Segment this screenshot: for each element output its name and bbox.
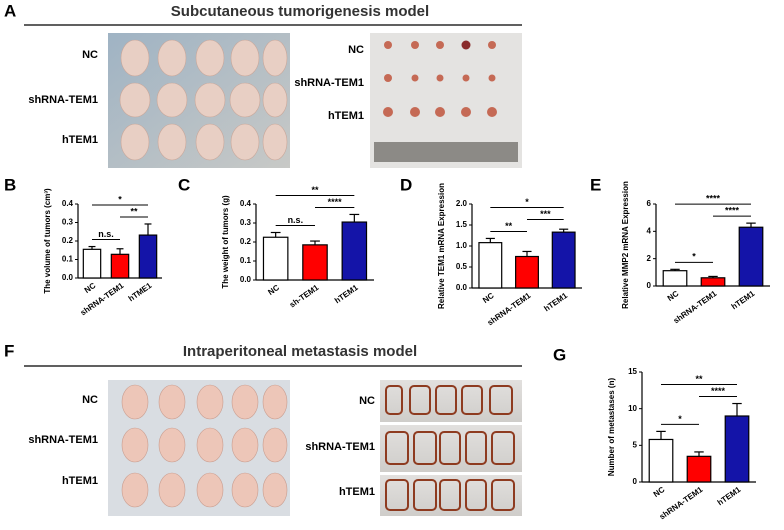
panel-letter: C <box>178 175 190 194</box>
panel-letter: D <box>400 175 412 194</box>
x-tick-label: NC <box>666 289 681 303</box>
section-title: Subcutaneous tumorigenesis model <box>171 3 429 20</box>
bar <box>110 253 130 279</box>
photo-label: hTEM1 <box>328 110 364 122</box>
y-tick-label: 2.0 <box>456 199 468 208</box>
x-tick-label: NC <box>652 485 667 499</box>
tumors-photo-a <box>370 33 522 168</box>
y-tick-label: 0.0 <box>456 283 468 292</box>
y-tick-label: 1.5 <box>456 220 468 229</box>
y-tick-label: 0.2 <box>240 237 252 246</box>
bar <box>82 248 102 279</box>
panel-letter: F <box>4 341 14 360</box>
x-tick-label: hTEM1 <box>333 283 360 306</box>
y-tick-label: 0.1 <box>62 255 74 264</box>
y-tick-label: 0.2 <box>62 236 74 245</box>
y-tick-label: 0.0 <box>240 275 252 284</box>
x-tick-label: hTEM1 <box>730 289 757 312</box>
y-tick-label: 0.3 <box>240 218 252 227</box>
y-tick-label: 0.4 <box>240 199 252 208</box>
y-tick-label: 1.0 <box>456 241 468 250</box>
y-tick-label: 4 <box>647 226 652 235</box>
significance-label: *** <box>540 209 551 219</box>
bar <box>724 415 750 483</box>
photo-label: shRNA-TEM1 <box>28 434 98 446</box>
bar <box>700 277 726 287</box>
significance-label: * <box>678 414 682 424</box>
significance-label: * <box>525 197 529 207</box>
y-tick-label: 10 <box>628 404 637 413</box>
bar <box>341 221 368 281</box>
y-axis-label: Number of metastases (n) <box>607 378 616 477</box>
x-tick-label: NC <box>83 281 98 295</box>
y-axis-label: Relative TEM1 mRNA Expression <box>437 183 446 309</box>
significance-label: **** <box>725 206 740 216</box>
y-axis-label: The volume of tumors (cm³) <box>43 188 52 294</box>
panel-letter: E <box>590 175 601 194</box>
bar <box>138 234 158 279</box>
panel-letter: B <box>4 175 16 194</box>
photo-label: NC <box>359 395 375 407</box>
bar <box>648 438 674 483</box>
bar <box>478 242 503 289</box>
significance-label: ** <box>130 206 138 216</box>
photo-label: NC <box>348 44 364 56</box>
significance-label: n.s. <box>98 229 114 239</box>
y-tick-label: 0 <box>633 477 638 486</box>
y-axis-label: The weight of tumors (g) <box>221 195 230 289</box>
intestines-photo-f <box>380 380 522 516</box>
bar <box>515 255 539 289</box>
y-tick-label: 0.1 <box>240 256 252 265</box>
bar <box>551 231 576 289</box>
significance-label: n.s. <box>288 215 304 225</box>
y-axis-label: Relative MMP2 mRNA Expression <box>621 181 630 309</box>
y-tick-label: 5 <box>633 440 638 449</box>
photo-label: shRNA-TEM1 <box>28 94 98 106</box>
significance-label: ** <box>505 221 513 231</box>
significance-label: * <box>118 194 122 204</box>
photo-label: shRNA-TEM1 <box>305 441 375 453</box>
y-tick-label: 0.4 <box>62 199 74 208</box>
significance-label: * <box>692 252 696 262</box>
significance-label: ** <box>695 374 703 384</box>
bar <box>262 236 289 281</box>
significance-label: **** <box>711 386 726 396</box>
bar <box>738 226 764 287</box>
section-title: Intraperitoneal metastasis model <box>183 343 417 360</box>
photo-label: hTEM1 <box>62 475 98 487</box>
photo-label: hTEM1 <box>339 486 375 498</box>
mice-photo-f <box>108 380 290 516</box>
y-tick-label: 0.3 <box>62 218 74 227</box>
bar <box>662 270 688 287</box>
y-tick-label: 15 <box>628 367 637 376</box>
bar <box>302 244 328 281</box>
x-tick-label: hTEM1 <box>542 291 569 314</box>
y-tick-label: 0 <box>647 281 652 290</box>
y-tick-label: 6 <box>647 199 652 208</box>
bar <box>686 455 712 483</box>
photo-label: shRNA-TEM1 <box>294 77 364 89</box>
significance-label: **** <box>328 197 343 207</box>
x-tick-label: hTME1 <box>127 281 154 304</box>
y-tick-label: 0.5 <box>456 262 468 271</box>
photo-label: NC <box>82 49 98 61</box>
y-tick-label: 2 <box>647 254 652 263</box>
panel-letter: A <box>4 1 16 20</box>
x-tick-label: sh-TEM1 <box>288 283 321 310</box>
x-tick-label: NC <box>266 283 281 297</box>
mice-photo-a <box>108 33 290 168</box>
x-tick-label: NC <box>481 291 496 305</box>
significance-label: ** <box>311 185 319 195</box>
y-tick-label: 0.0 <box>62 273 74 282</box>
photo-label: NC <box>82 394 98 406</box>
panel-letter: G <box>553 345 566 364</box>
x-tick-label: hTEM1 <box>716 485 743 508</box>
photo-label: hTEM1 <box>62 134 98 146</box>
significance-label: **** <box>706 194 721 204</box>
